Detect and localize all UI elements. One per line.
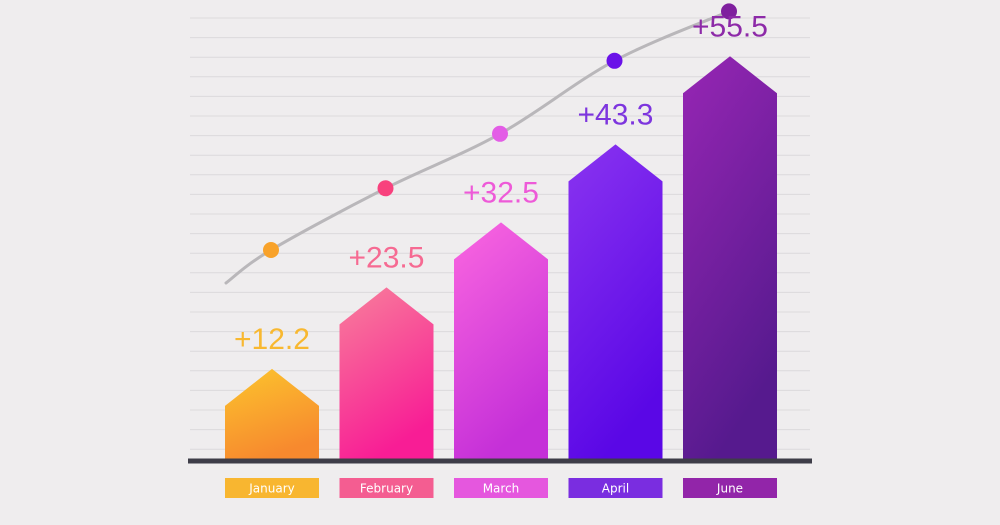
value-label-january: +12.2 [234,323,310,356]
bar-march [454,222,548,461]
trend-markers [263,3,737,258]
category-label-march: March [483,482,520,496]
category-label-june: June [716,482,743,496]
category-label-february: February [360,482,413,496]
value-label-february: +23.5 [349,241,425,274]
trend-marker-april [606,52,623,69]
category-label-january: January [248,482,295,496]
category-box-january [225,478,319,498]
category-labels: January February March April June [225,478,777,498]
category-box-march [454,478,548,498]
category-label-april: April [602,482,629,496]
trend-marker-march [492,125,508,142]
value-label-april: +43.3 [578,98,654,131]
category-box-june [683,478,777,498]
trend-marker-january [263,242,279,258]
bar-january [225,368,319,461]
category-box-february [339,478,434,498]
bar-february [339,287,434,461]
category-box-april [568,478,663,498]
trend-marker-february [377,180,394,197]
bar-april [568,144,663,461]
trend-marker-june [721,3,737,20]
bar-june [683,56,777,461]
value-label-june: +55.5 [692,10,768,43]
value-labels: +12.2 +23.5 +32.5 +43.3 +55.5 [234,10,768,356]
value-label-march: +32.5 [463,176,539,209]
bars [225,56,777,461]
